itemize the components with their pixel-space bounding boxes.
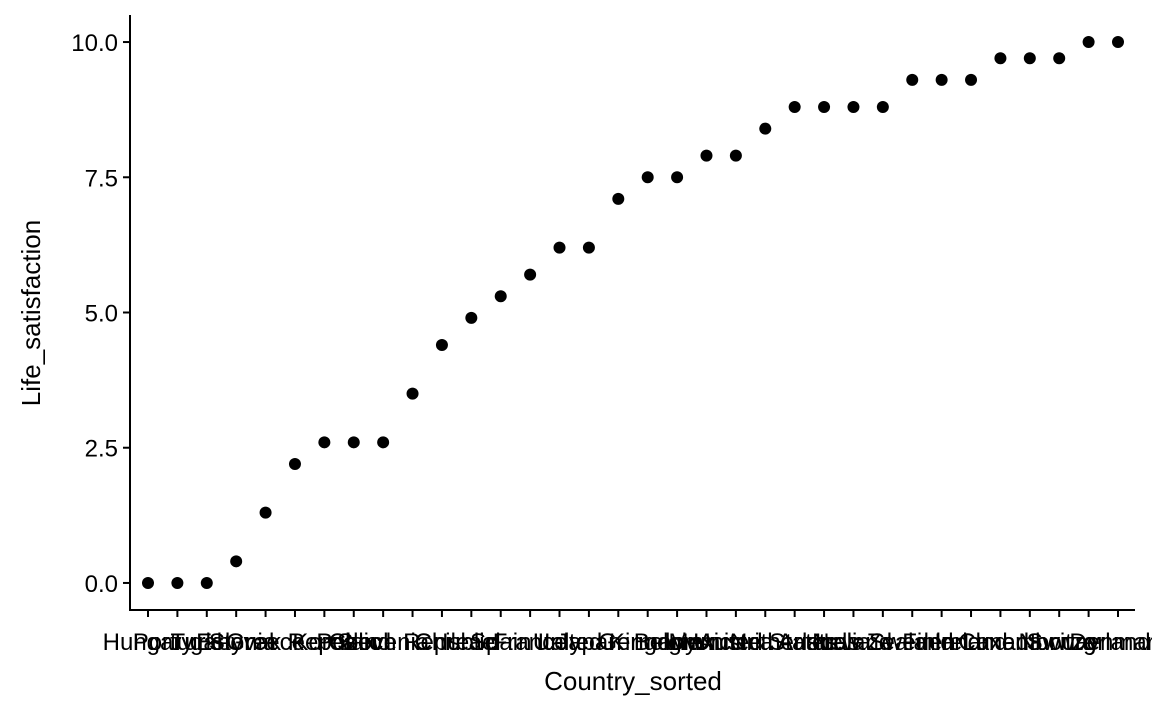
point — [1053, 52, 1066, 65]
x-tick-label: Korea — [292, 629, 357, 656]
x-tick-label: United Kingdom — [533, 629, 704, 656]
point — [994, 52, 1007, 65]
x-tick-label: Canada — [958, 629, 1043, 656]
x-tick-label: Czech Republic — [328, 629, 496, 656]
point — [729, 149, 742, 162]
point — [906, 73, 919, 86]
point — [700, 149, 713, 162]
x-axis-title: Country_sorted — [544, 666, 722, 696]
x-tick-label: New Zealand — [812, 629, 953, 656]
point — [1112, 36, 1124, 49]
point — [171, 576, 184, 589]
point — [1023, 52, 1036, 65]
x-tick-label: Belgium — [634, 629, 721, 656]
point — [582, 241, 595, 254]
point — [288, 457, 301, 470]
point — [876, 100, 889, 113]
point — [1082, 36, 1095, 49]
x-tick-label: Chile — [415, 629, 470, 656]
x-tick-label: France — [493, 629, 568, 656]
x-tick-label: Japan — [556, 629, 621, 656]
x-tick-label: Iceland — [815, 629, 892, 656]
x-tick-label: Turkey — [171, 629, 243, 656]
x-tick-label: Spain — [470, 629, 531, 656]
point — [818, 100, 831, 113]
x-tick-label: Netherlands — [730, 629, 859, 656]
x-tick-label: Germany — [598, 629, 697, 656]
point — [641, 171, 654, 184]
x-tick-label: Poland — [316, 629, 391, 656]
x-tick-label: Slovenia — [337, 629, 430, 656]
x-tick-label: Norway — [1019, 629, 1100, 656]
point — [377, 436, 390, 449]
point — [347, 436, 360, 449]
point — [847, 100, 860, 113]
point — [200, 576, 213, 589]
x-tick-label: Mexico — [668, 629, 744, 656]
point — [142, 576, 154, 589]
point — [965, 73, 978, 86]
x-tick-label: Austria — [699, 629, 774, 656]
y-tick-label: 5.0 — [85, 301, 118, 328]
x-tick-label: Finland — [902, 629, 981, 656]
x-tick-label: Sweden — [869, 629, 956, 656]
point — [759, 122, 772, 135]
point — [406, 387, 419, 400]
x-tick-label: Slovak Republic — [209, 629, 381, 656]
x-tick-label: Switzerland — [1027, 629, 1151, 656]
point — [318, 436, 331, 449]
x-tick-label: Hungary — [103, 629, 194, 656]
x-tick-label: Luxembourg — [963, 629, 1096, 656]
y-tick-label: 0.0 — [85, 571, 118, 598]
point — [553, 241, 566, 254]
x-tick-label: Denmark — [1069, 629, 1152, 656]
x-tick-label: Australia — [777, 629, 871, 656]
point — [494, 290, 507, 303]
point — [259, 506, 272, 519]
point — [671, 171, 684, 184]
x-tick-label: United States — [693, 629, 837, 656]
x-tick-label: Italy — [538, 629, 582, 656]
y-tick-label: 10.0 — [71, 30, 118, 57]
point — [612, 192, 625, 205]
y-axis-title: Life_satisfaction — [16, 220, 46, 406]
point — [465, 311, 478, 324]
point — [524, 268, 537, 281]
x-tick-label: Ireland — [934, 629, 1007, 656]
x-tick-label: Estonia — [196, 629, 277, 656]
point — [935, 73, 948, 86]
y-tick-label: 7.5 — [85, 165, 118, 192]
point — [230, 555, 243, 568]
y-tick-label: 2.5 — [85, 436, 118, 463]
x-tick-label: Portugal — [133, 629, 222, 656]
point — [788, 100, 801, 113]
x-tick-label: Greece — [226, 629, 305, 656]
x-tick-label: Israel — [442, 629, 501, 656]
point — [435, 338, 448, 351]
